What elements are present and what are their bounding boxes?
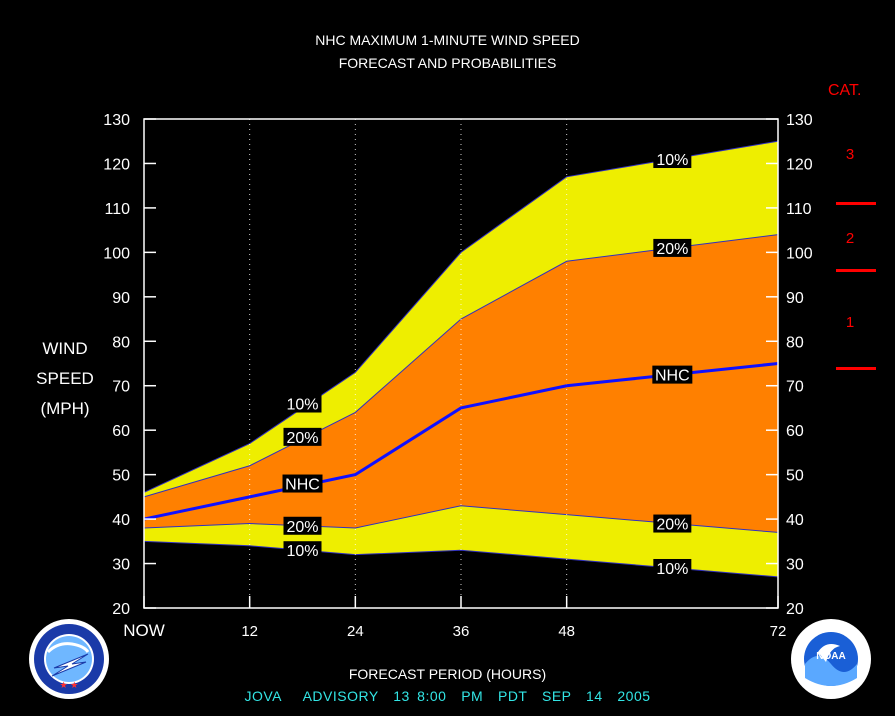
series-label: 20%	[656, 241, 688, 258]
series-label: 10%	[656, 561, 688, 578]
noaa-logo-text: NOAA	[816, 651, 845, 662]
series-label-box	[653, 238, 692, 257]
y-tick-label-left: 60	[112, 423, 130, 440]
y-axis-title-line: SPEED	[36, 369, 94, 388]
y-tick-label-right: 90	[786, 290, 804, 307]
x-tick-label: NOW	[123, 621, 165, 640]
series-label-box	[283, 427, 322, 446]
series-label: 10%	[656, 152, 688, 169]
chart-title-line1: NHC MAXIMUM 1-MINUTE WIND SPEED	[315, 32, 580, 48]
y-tick-label-right: 120	[786, 156, 813, 173]
y-tick-label-left: 20	[112, 601, 130, 618]
series-label: NHC	[285, 477, 320, 494]
series-label: 10%	[286, 397, 318, 414]
y-tick-label-right: 20	[786, 601, 804, 618]
y-tick-label-right: 40	[786, 512, 804, 529]
plot-layer	[143, 119, 779, 608]
series-label: 10%	[286, 543, 318, 560]
y-tick-label-left: 130	[103, 112, 130, 129]
series-label-box	[283, 394, 322, 413]
x-tick-label: 36	[453, 623, 470, 640]
y-tick-label-right: 50	[786, 468, 804, 485]
x-tick-label: 48	[558, 623, 575, 640]
axis-layer: 20 20 30 30 40 40 50 50 60 60 70 70 80 80 90 90 100 100 11…	[103, 112, 813, 640]
noaa-logo: NOAA	[791, 619, 871, 699]
y-tick-label-left: 110	[104, 201, 130, 218]
category-label-2: 2	[845, 230, 855, 248]
y-tick-label-left: 100	[103, 245, 130, 262]
y-tick-label-right: 110	[786, 201, 812, 218]
category-boundary-line	[836, 202, 876, 206]
series-label: NHC	[655, 368, 690, 385]
x-tick-label: 24	[347, 623, 364, 640]
y-tick-label-left: 40	[112, 512, 130, 529]
series-label-layer: 10% 20% NHC 20% 10% 10% 20% NHC 20% 10%	[282, 150, 693, 578]
y-tick-label-left: 30	[112, 557, 130, 574]
y-axis-title-line: (MPH)	[40, 399, 90, 418]
y-tick-label-left: 70	[112, 379, 130, 396]
series-label-box	[653, 514, 692, 533]
series-label-box	[282, 474, 323, 493]
series-label: 20%	[656, 517, 688, 534]
chart-title-line2: FORECAST AND PROBABILITIES	[338, 55, 557, 71]
series-label-box	[283, 516, 322, 535]
y-tick-label-right: 130	[786, 112, 813, 129]
svg-text:★ ★: ★ ★	[60, 680, 79, 690]
x-axis-title: FORECAST PERIOD (HOURS)	[348, 666, 547, 682]
x-tick-label: 12	[241, 623, 258, 640]
y-tick-label-right: 60	[786, 423, 804, 440]
y-tick-label-left: 50	[112, 468, 130, 485]
nws-logo: ★ ★	[29, 619, 109, 699]
series-label-box	[283, 541, 322, 560]
y-tick-label-right: 30	[786, 557, 804, 574]
category-label-1: 1	[845, 314, 855, 332]
series-label-box	[653, 558, 692, 577]
advisory-text: JOVA ADVISORY 13 8:00 PM PDT SEP 14 2005	[244, 688, 651, 704]
band-20-percent	[144, 234, 778, 533]
y-tick-label-right: 70	[786, 379, 804, 396]
category-boundary-line	[836, 366, 876, 370]
y-tick-label-left: 120	[103, 156, 130, 173]
category-label-3: 3	[845, 145, 855, 163]
x-tick-label: 72	[770, 623, 787, 640]
y-axis-title-line: WIND	[42, 339, 88, 358]
category-boundary-line	[836, 269, 876, 273]
y-axis-title: WIND SPEED (MPH)	[20, 334, 110, 424]
y-tick-label-right: 80	[786, 334, 804, 351]
y-tick-label-left: 90	[112, 290, 130, 307]
y-tick-label-left: 80	[112, 334, 130, 351]
category-title: CAT.	[828, 82, 862, 99]
series-label-box	[652, 365, 693, 384]
series-label: 20%	[286, 430, 318, 447]
series-label: 20%	[286, 519, 318, 536]
y-tick-label-right: 100	[786, 245, 813, 262]
series-label-box	[653, 150, 692, 169]
